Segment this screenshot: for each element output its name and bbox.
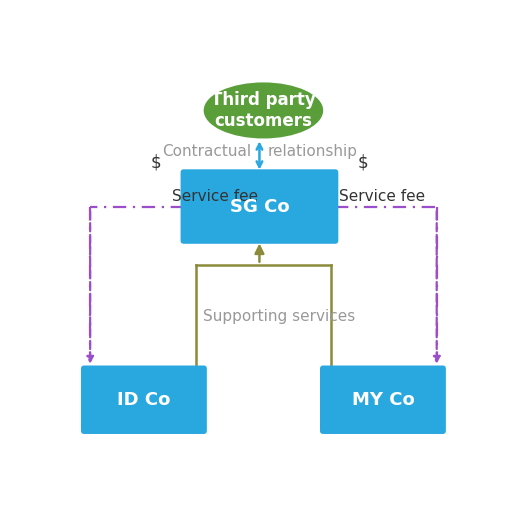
Text: Service fee: Service fee: [339, 189, 425, 204]
Text: MY Co: MY Co: [352, 391, 414, 409]
FancyBboxPatch shape: [81, 366, 207, 434]
Text: SG Co: SG Co: [230, 198, 289, 216]
FancyBboxPatch shape: [320, 366, 446, 434]
Ellipse shape: [204, 82, 323, 138]
Text: Supporting services: Supporting services: [203, 309, 356, 324]
Text: Third party
customers: Third party customers: [211, 91, 316, 130]
Text: Contractual: Contractual: [162, 144, 251, 159]
Text: ID Co: ID Co: [117, 391, 171, 409]
Text: Service fee: Service fee: [172, 189, 258, 204]
Text: $: $: [151, 153, 161, 172]
FancyBboxPatch shape: [180, 170, 338, 244]
Text: relationship: relationship: [267, 144, 357, 159]
Text: $: $: [358, 153, 369, 172]
